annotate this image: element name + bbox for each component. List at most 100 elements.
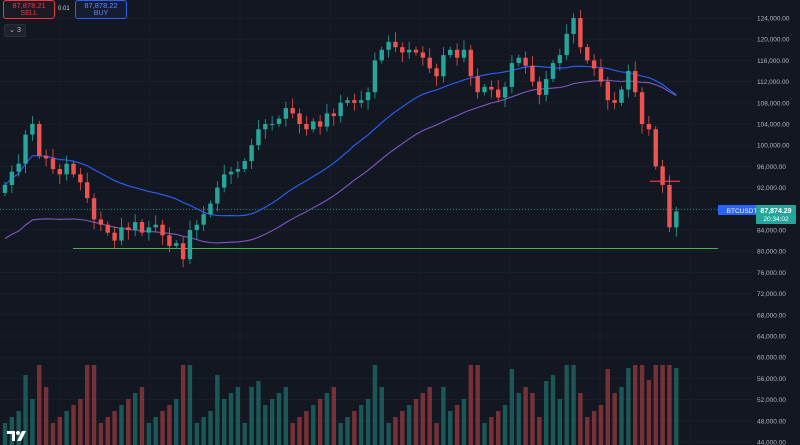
price-axis-label: 72,000.00 [757,291,786,298]
volume-bar [37,365,42,445]
candle-body [9,171,15,185]
candle-body [557,55,563,64]
volume-bar [304,411,309,445]
sell-button[interactable]: 87,878.21 SELL [3,0,55,19]
candle-body [345,100,350,103]
candle-body [50,158,56,170]
volume-bar [564,365,569,445]
candle-body [365,92,371,101]
candle-body [379,49,384,61]
candle-body [585,47,590,61]
candle-body [64,163,69,175]
candle-body [338,102,343,117]
candle-body [530,65,535,82]
price-axis-label: 120,000.00 [757,37,790,44]
candle-body [98,219,104,225]
volume-bar [496,411,501,445]
volume-bar [441,387,446,445]
volume-bar [194,423,199,445]
candle-body [564,33,569,56]
volume-bar [571,365,576,445]
moving-average-fast-line [4,65,677,217]
candle-body [591,60,597,69]
chevron-down-icon: ⌄ [9,27,15,34]
candlestick-series [2,10,679,268]
volume-bar [16,411,21,445]
volume-bar [543,381,549,445]
candle-body [454,49,460,58]
volume-bar [619,387,624,445]
sell-label: SELL [20,10,38,17]
volume-bar [228,393,234,445]
volume-bar [50,423,56,445]
candle-body [509,63,515,87]
candle-body [297,113,302,124]
volume-bar [475,365,480,445]
volume-bar [365,399,371,445]
volume-bar [180,365,186,445]
candle-body [194,224,199,230]
price-axis-label: 44,000.00 [757,440,786,445]
volume-bar [297,417,302,445]
volume-bar [461,399,467,445]
candle-body [543,78,549,95]
candle-body [283,108,289,119]
volume-bar [413,399,419,445]
candle-body [413,49,419,53]
candle-body [235,169,241,172]
price-tag-countdown: 20:34:02 [763,216,789,223]
volume-bar [646,380,652,445]
volume-bar [578,393,583,445]
indicators-toggle-button[interactable]: ⌄ 3 [4,24,26,37]
volume-bar [324,393,330,445]
volume-bar [331,387,336,445]
volume-bar [276,393,282,445]
volume-bar [269,399,275,445]
spread-value: 0.01 [58,6,70,12]
volume-bar [434,423,439,445]
candle-body [30,124,35,135]
volume-bar [359,405,364,445]
volume-bar [263,405,268,445]
volume-bar [153,417,158,445]
volume-bar [674,368,679,445]
buy-button[interactable]: 87,878.22 BUY [75,0,127,19]
price-axis-label: 108,000.00 [757,100,790,107]
volume-bar [71,405,76,445]
candle-body [372,60,378,93]
volume-bar [400,411,405,445]
volume-bar [57,417,62,445]
price-tag [756,205,796,224]
volume-bar [489,417,494,445]
candle-body [85,182,90,199]
candle-body [160,224,165,236]
candle-body [400,47,405,53]
candle-body [427,57,432,69]
volume-bar [633,365,638,445]
candle-body [502,86,508,98]
candle-body [256,129,261,146]
volume-bar [160,411,165,445]
volume-bar [126,399,131,445]
candle-body [37,124,42,156]
volume-bar [598,405,604,445]
volume-bar [187,365,193,445]
candle-body [639,92,645,124]
buy-price: 87,878.22 [84,1,118,10]
volume-bar [516,393,521,445]
candle-body [386,41,391,50]
candle-body [441,55,446,77]
volume-bar [386,423,391,445]
price-axis-label: 76,000.00 [757,270,786,277]
volume-bar [406,405,412,445]
candle-body [331,113,336,117]
candle-body [132,222,138,230]
volume-bar [530,393,535,445]
volume-bar [91,365,97,445]
indicators-count: 3 [16,27,21,34]
candle-body [126,227,131,230]
candle-body [180,243,186,260]
candle-body [406,49,412,53]
volume-bar [427,387,432,445]
